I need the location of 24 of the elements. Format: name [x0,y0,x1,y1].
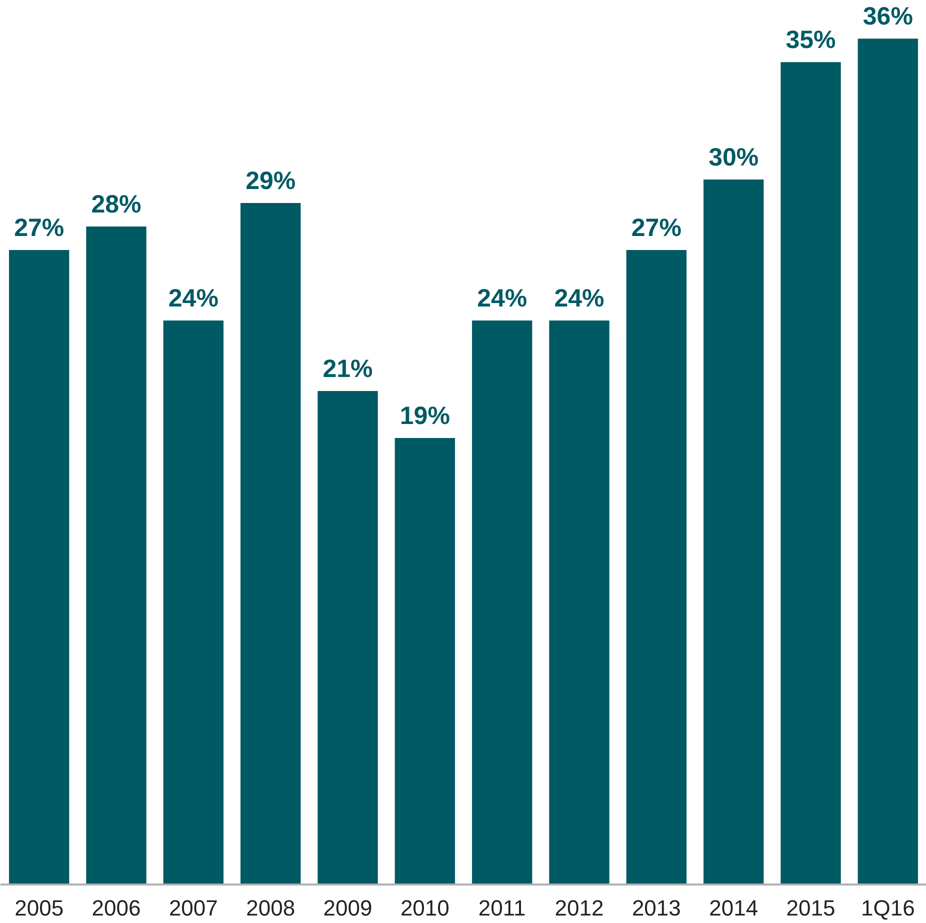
x-tick-label: 2005 [14,896,64,920]
data-label: 27% [631,214,682,242]
data-label: 35% [786,26,836,54]
data-label: 24% [477,284,528,313]
x-tick-label: 1Q16 [861,896,915,920]
data-label: 27% [14,214,64,242]
data-label: 24% [554,284,604,313]
x-tick-label: 2012 [554,896,604,920]
x-tick-label: 2008 [246,896,296,920]
x-tick-label: 2010 [400,896,450,920]
data-label: 36% [862,2,913,31]
x-tick-label: 2014 [709,896,758,920]
data-label: 28% [91,190,142,219]
x-tick-label: 2011 [478,896,526,920]
data-label: 24% [168,284,218,313]
data-label: 30% [708,144,759,172]
data-label: 19% [400,402,450,430]
x-tick-label: 2015 [786,896,836,920]
x-tick-label: 2009 [323,896,372,920]
x-tick-label: 2006 [92,896,141,920]
data-label: 21% [322,355,373,384]
x-tick-label: 2007 [168,896,218,920]
data-label: 29% [246,167,296,196]
x-tick-label: 2013 [632,896,681,920]
